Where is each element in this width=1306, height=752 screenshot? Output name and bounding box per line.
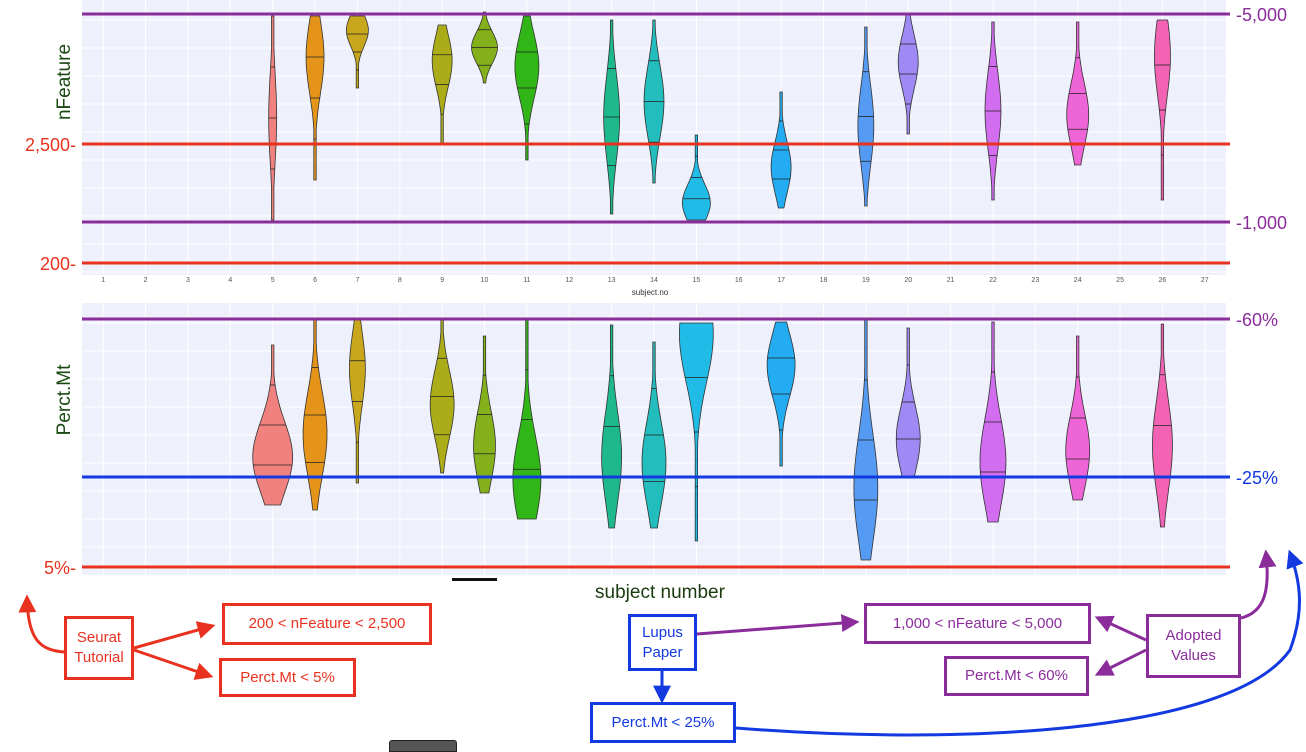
x-tick-label: 3 bbox=[186, 277, 190, 284]
x-tick-label: 27 bbox=[1201, 277, 1209, 284]
x-tick-label: 12 bbox=[565, 277, 573, 284]
annotation-arrows bbox=[18, 549, 1304, 737]
scrollbar-thumb[interactable] bbox=[452, 578, 497, 581]
y-axis-label: nFeature bbox=[54, 44, 75, 120]
left-tick-label: 2,500- bbox=[25, 135, 76, 155]
x-tick-label: 25 bbox=[1116, 277, 1124, 284]
x-tick-label: 2 bbox=[144, 277, 148, 284]
x-tick-label: 17 bbox=[777, 277, 785, 284]
x-axis-label: subject.no bbox=[632, 288, 669, 297]
x-tick-label: 14 bbox=[650, 277, 658, 284]
arrow-adopted-to-mt bbox=[1094, 648, 1147, 676]
x-tick-label: 10 bbox=[481, 277, 489, 284]
x-tick-label: 8 bbox=[398, 277, 402, 284]
arrow-adopted-to-axis bbox=[1240, 549, 1277, 620]
x-tick-label: 26 bbox=[1159, 277, 1167, 284]
adopted-mt-range: Perct.Mt < 60% bbox=[944, 656, 1089, 696]
seurat-tutorial-label: Seurat Tutorial bbox=[64, 616, 134, 680]
arrow-lupus-to-nfeature bbox=[696, 614, 860, 636]
lupus-mt-range: Perct.Mt < 25% bbox=[590, 702, 736, 743]
x-tick-label: 18 bbox=[820, 277, 828, 284]
partial-button[interactable] bbox=[389, 740, 457, 752]
right-tick-label: -5,000 bbox=[1236, 5, 1287, 25]
right-tick-label: -25% bbox=[1236, 468, 1278, 488]
adopted-nfeature-range: 1,000 < nFeature < 5,000 bbox=[864, 603, 1091, 644]
x-tick-label: 19 bbox=[862, 277, 870, 284]
x-tick-label: 4 bbox=[228, 277, 232, 284]
x-tick-label: 16 bbox=[735, 277, 743, 284]
arrow-adopted-to-nfeature bbox=[1094, 615, 1147, 642]
arrow-seurat-to-axis bbox=[18, 594, 65, 654]
x-tick-label: 15 bbox=[692, 277, 700, 284]
right-tick-label: -1,000 bbox=[1236, 213, 1287, 233]
x-tick-label: 23 bbox=[1031, 277, 1039, 284]
x-tick-label: 22 bbox=[989, 277, 997, 284]
x-tick-label: 11 bbox=[523, 277, 530, 284]
x-tick-label: 9 bbox=[440, 277, 444, 284]
left-tick-label: 200- bbox=[40, 254, 76, 274]
lupus-paper-label: Lupus Paper bbox=[628, 614, 697, 671]
x-tick-label: 5 bbox=[271, 277, 275, 284]
x-tick-label: 6 bbox=[313, 277, 317, 284]
nfeature-panel: 1 2 3 4 5 6 7 8 9 10 11 12 13 14 15 16 17 18 19 20 21 22 23 24 2… bbox=[54, 0, 1226, 297]
x-tick-label: 21 bbox=[947, 277, 955, 284]
x-tick-label: 1 bbox=[101, 277, 105, 284]
x-tick-label: 20 bbox=[904, 277, 912, 284]
seurat-nfeature-range: 200 < nFeature < 2,500 bbox=[222, 603, 432, 645]
seurat-mt-range: Perct.Mt < 5% bbox=[219, 658, 356, 697]
arrow-lupus-to-axis bbox=[735, 549, 1304, 737]
x-tick-label: 7 bbox=[355, 277, 359, 284]
arrow-seurat-to-nfeature bbox=[133, 621, 216, 650]
overlay-lines: 2,500- 200- -5,000 -1,000 5%- -60% -25% bbox=[25, 5, 1287, 578]
x-axis-title: subject number bbox=[595, 582, 725, 603]
x-tick-label: 13 bbox=[608, 277, 616, 284]
right-tick-label: -60% bbox=[1236, 310, 1278, 330]
adopted-values-label: Adopted Values bbox=[1146, 614, 1241, 678]
arrow-seurat-to-mt bbox=[133, 648, 214, 680]
y-axis-label: Perct.Mt bbox=[54, 364, 75, 435]
x-tick-label: 24 bbox=[1074, 277, 1082, 284]
left-tick-label: 5%- bbox=[44, 558, 76, 578]
perctmt-panel: Perct.Mt bbox=[54, 303, 1226, 575]
